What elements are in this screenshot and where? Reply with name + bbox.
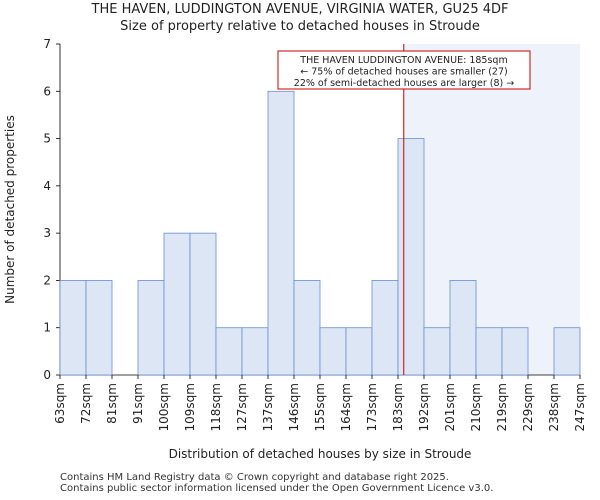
y-tick-label: 5 — [43, 132, 51, 146]
y-axis-label: Number of detached properties — [3, 115, 17, 304]
x-tick-label: 155sqm — [313, 383, 327, 431]
x-tick-label: 127sqm — [235, 383, 249, 431]
bar — [345, 327, 373, 376]
y-tick-label: 0 — [43, 368, 51, 382]
x-tick-label: 173sqm — [365, 383, 379, 431]
footer-line-2: Contains public sector information licen… — [60, 483, 494, 494]
x-tick-label: 183sqm — [391, 383, 405, 431]
y-tick-label: 2 — [43, 273, 51, 287]
annotation-line: THE HAVEN LUDDINGTON AVENUE: 185sqm — [299, 55, 507, 66]
x-tick-label: 146sqm — [287, 383, 301, 431]
bar — [137, 280, 165, 376]
bar — [553, 327, 581, 376]
bar — [475, 327, 503, 376]
bar — [85, 280, 113, 376]
footer-line-1: Contains HM Land Registry data © Crown c… — [60, 472, 449, 483]
x-tick-label: 192sqm — [417, 383, 431, 431]
y-tick-label: 4 — [43, 179, 51, 193]
chart-title: THE HAVEN, LUDDINGTON AVENUE, VIRGINIA W… — [91, 2, 509, 17]
bar — [293, 280, 321, 376]
bar — [449, 280, 477, 376]
x-tick-label: 219sqm — [495, 383, 509, 431]
y-tick-label: 1 — [43, 321, 51, 335]
bar — [241, 327, 269, 376]
x-tick-label: 81sqm — [105, 383, 119, 424]
bar — [501, 327, 529, 376]
bar — [215, 327, 243, 376]
x-tick-label: 72sqm — [79, 383, 93, 424]
x-tick-label: 164sqm — [339, 383, 353, 431]
bar — [319, 327, 347, 376]
x-axis-label: Distribution of detached houses by size … — [169, 447, 472, 461]
x-tick-label: 63sqm — [53, 383, 67, 424]
bar — [267, 90, 295, 376]
x-tick-label: 229sqm — [521, 383, 535, 431]
x-tick-label: 118sqm — [209, 383, 223, 431]
x-tick-label: 137sqm — [261, 383, 275, 431]
x-tick-label: 238sqm — [547, 383, 561, 431]
bar — [59, 280, 87, 376]
x-tick-label: 201sqm — [443, 383, 457, 431]
x-tick-label: 210sqm — [469, 383, 483, 431]
bar — [189, 232, 217, 376]
x-tick-label: 247sqm — [573, 383, 587, 431]
x-tick-label: 91sqm — [131, 383, 145, 424]
x-tick-label: 109sqm — [183, 383, 197, 431]
y-tick-label: 6 — [43, 84, 51, 98]
annotation-box — [277, 50, 531, 90]
highlight-region — [403, 44, 580, 375]
x-tick-label: 100sqm — [157, 383, 171, 431]
bar — [423, 327, 451, 376]
y-tick-label: 3 — [43, 226, 51, 240]
annotation-line: ← 75% of detached houses are smaller (27… — [300, 67, 507, 78]
annotation-line: 22% of semi-detached houses are larger (… — [294, 78, 514, 89]
bar — [371, 280, 399, 376]
bar — [163, 232, 191, 376]
chart-subtitle: Size of property relative to detached ho… — [120, 19, 480, 34]
y-tick-label: 7 — [43, 37, 51, 51]
bar — [397, 138, 425, 376]
